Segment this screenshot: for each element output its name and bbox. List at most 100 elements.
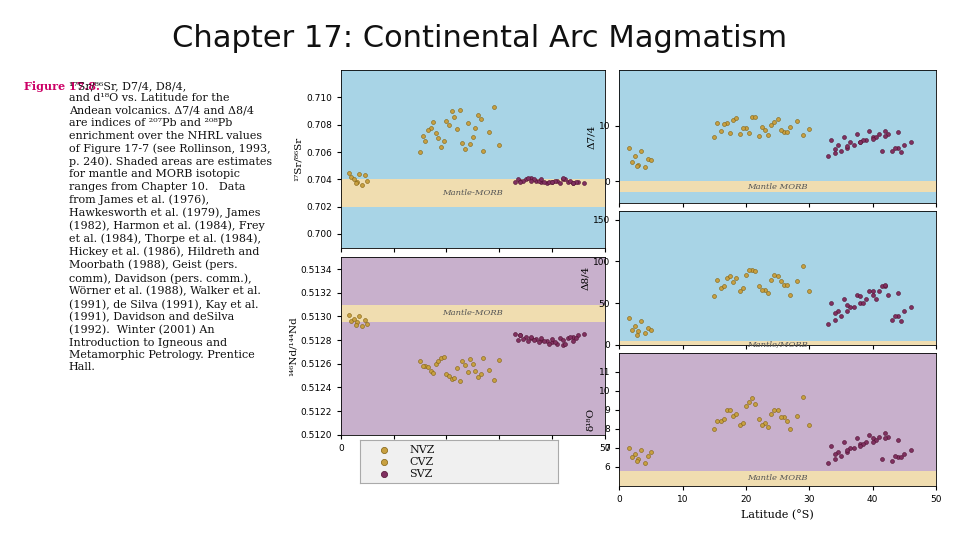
Point [757,286,773,294]
Point [549,339,564,348]
Y-axis label: Δ7/4: Δ7/4 [587,125,596,149]
Point [745,394,760,403]
Point [351,312,367,321]
Point [833,451,849,460]
Point [415,362,430,370]
Point [713,127,729,136]
Point [852,292,868,301]
Point [540,179,555,188]
Point [418,137,433,145]
Point [463,139,478,148]
Point [565,332,581,341]
X-axis label: Latitude (°S): Latitude (°S) [437,458,509,469]
Point [877,131,893,140]
Point [777,280,792,289]
Point [875,455,890,464]
Point [431,134,446,143]
Point [726,278,741,287]
Point [830,307,846,316]
Point [723,406,738,414]
Point [802,287,817,296]
Point [631,160,646,169]
Bar [619,471,936,486]
Point [833,146,849,155]
Point [449,364,465,373]
Point [846,303,861,312]
Point [359,319,374,328]
Point [568,178,584,186]
Point [465,360,480,368]
Point [492,141,507,150]
X-axis label: Latitude (°S): Latitude (°S) [741,510,814,520]
Point [520,337,536,346]
Point [789,277,804,286]
Point [442,120,457,129]
Point [412,148,427,157]
Point [836,438,852,447]
Point [767,271,782,279]
Point [751,415,766,424]
Point [770,114,785,123]
Point [523,332,539,341]
Point [555,336,570,345]
Point [872,130,887,138]
Point [570,178,586,186]
Point [526,336,541,345]
Text: ¹⁷Sr/⁸⁶Sr, D7/4, D8/4,
and d¹⁸O vs. Latitude for the
Andean volcanics. Δ7/4 and : ¹⁷Sr/⁸⁶Sr, D7/4, D8/4, and d¹⁸O vs. Lati… [69,81,272,373]
Point [827,309,842,318]
Point [523,333,539,342]
Point [887,144,902,152]
Point [802,421,817,429]
Point [852,138,868,147]
Point [821,152,836,160]
Point [855,299,871,307]
Point [528,335,543,343]
Point [634,146,649,155]
Point [877,428,893,437]
Point [576,179,591,188]
Point [840,446,855,454]
Point [777,413,792,422]
Point [865,438,880,447]
Point [713,417,729,426]
Point [534,333,549,342]
Point [444,375,459,383]
Point [884,457,900,465]
Point [420,126,436,134]
Point [877,434,893,443]
Point [629,330,644,339]
Point [354,180,370,189]
Point [526,175,541,184]
Point [827,455,842,464]
Point [422,123,438,132]
Point [507,178,522,186]
Point [631,327,646,336]
Point [894,317,909,326]
Point [760,131,776,139]
Point [875,146,890,155]
Point [723,129,738,138]
Point [865,434,880,443]
Point [486,103,501,111]
Point [544,335,560,343]
Point [881,432,897,441]
Point [565,179,581,188]
Point [473,115,489,124]
Point [782,291,798,299]
Point [868,295,883,303]
Point [555,341,570,349]
Point [780,417,795,426]
Point [903,303,919,312]
Point [544,338,560,347]
Point [473,370,489,379]
Point [537,178,552,186]
Point [643,156,659,164]
Point [843,444,858,453]
Point [357,316,372,325]
Point [850,130,865,138]
Point [357,171,372,180]
Point [770,272,785,281]
Point [534,175,549,184]
Point [755,286,770,294]
Point [348,178,364,186]
